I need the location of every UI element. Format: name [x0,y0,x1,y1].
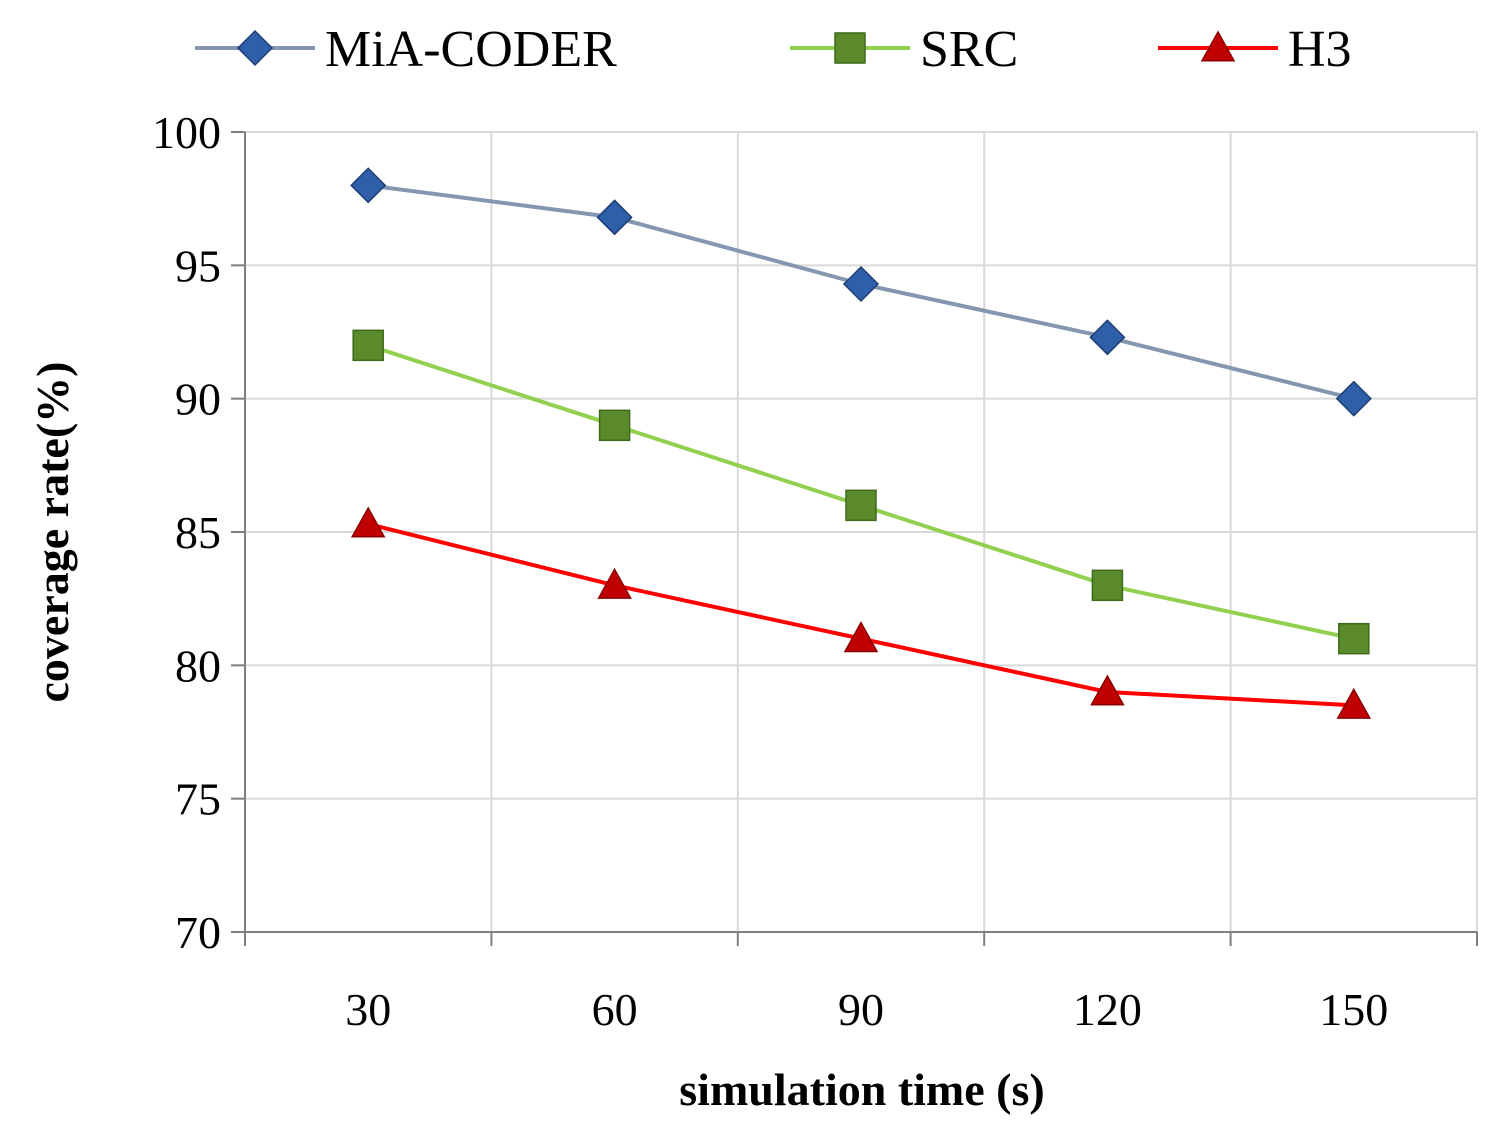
x-tick-label: 60 [592,984,638,1035]
data-point [843,621,879,653]
data-point [1335,380,1372,417]
data-point [1090,674,1125,706]
series [350,167,1372,719]
series-line [367,522,1354,708]
y-tick-label: 85 [175,507,221,558]
legend-label: H3 [1288,21,1352,78]
legend-label: SRC [920,21,1018,78]
x-tick-label: 90 [838,984,884,1035]
legend-marker [1200,30,1236,62]
data-point [597,567,632,599]
y-tick-label: 95 [175,240,221,291]
data-point [350,506,386,538]
x-axis-title: simulation time (s) [679,1064,1044,1115]
x-tick-label: 30 [345,984,391,1035]
data-point [350,167,387,204]
y-axis-title: coverage rate(%) [27,362,78,703]
legend-marker [236,29,274,67]
data-point [1336,687,1372,719]
y-tick-label: 75 [175,774,221,825]
x-tick-label: 150 [1319,984,1388,1035]
y-tick-label: 100 [152,107,221,158]
data-point [596,199,633,236]
data-point [1338,622,1370,655]
data-point [845,489,877,522]
grid [245,131,1478,932]
data-point [598,409,631,442]
data-point [352,329,384,362]
y-tick-label: 90 [175,374,221,425]
legend-label: MiA-CODER [325,21,617,78]
y-tick-label: 70 [175,907,221,958]
legend-marker [834,32,866,64]
y-tick-label: 80 [175,640,221,691]
data-point [1089,319,1126,356]
data-point [1091,569,1124,602]
axes: 70 75 80 85 90 95 100 30 60 90 120 150 [152,107,1478,1035]
data-point [842,265,880,303]
x-tick-label: 120 [1073,984,1142,1035]
legend: MiA-CODER SRC H3 [195,21,1352,78]
